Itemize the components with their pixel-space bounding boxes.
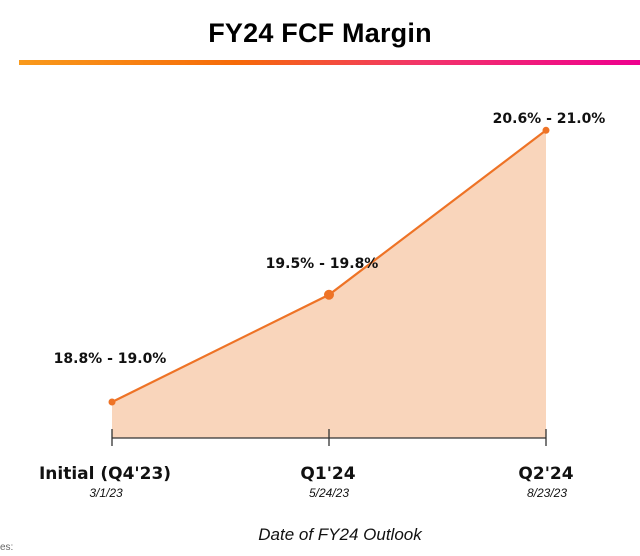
chart-title: FY24 FCF Margin: [208, 18, 432, 48]
x-axis-label: Date of FY24 Outlook: [258, 525, 422, 544]
footnote-fragment: es:: [0, 542, 14, 553]
x-tick-label: Q2'24: [518, 464, 573, 484]
x-tick-date: 5/24/23: [309, 486, 349, 500]
data-point: [542, 126, 550, 134]
x-tick-label: Initial (Q4'23): [39, 464, 171, 484]
area-fill: [112, 130, 546, 439]
data-label: 19.5% - 19.8%: [266, 256, 379, 272]
title-gradient-rule: [19, 60, 640, 65]
x-tick-date: 8/23/23: [527, 486, 567, 500]
data-point: [324, 289, 334, 300]
x-tick-label: Q1'24: [300, 464, 355, 484]
x-tick-date: 3/1/23: [89, 486, 123, 500]
data-label: 20.6% - 21.0%: [493, 111, 606, 127]
data-point: [108, 398, 116, 406]
data-label: 18.8% - 19.0%: [54, 351, 167, 367]
